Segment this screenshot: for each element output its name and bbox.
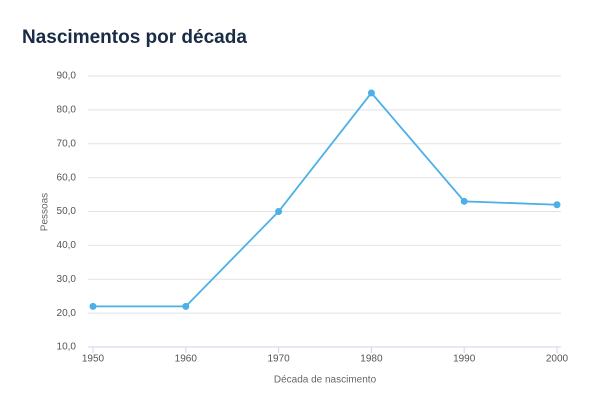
y-tick-label: 10,0: [57, 342, 77, 353]
y-tick-label: 80,0: [57, 105, 77, 116]
y-tick-label: 50,0: [57, 206, 77, 217]
x-tick-label: 1970: [267, 354, 290, 365]
x-tick-label: 2000: [546, 354, 569, 365]
point: [182, 302, 190, 310]
y-tick-label: 40,0: [57, 240, 77, 251]
x-tick-label: 1960: [175, 354, 198, 365]
x-tick-label: 1990: [453, 354, 476, 365]
y-axis-title: Pessoas: [40, 193, 51, 231]
point: [553, 201, 561, 209]
line: [93, 91, 558, 308]
y-tick-label: 30,0: [57, 274, 77, 285]
x-tick-label: 1950: [82, 354, 105, 365]
y-tick-label: 90,0: [57, 71, 77, 82]
y-tick-label: 60,0: [57, 172, 77, 183]
chart-title: Nascimentos por década: [22, 27, 247, 48]
y-tick-label: 20,0: [57, 308, 77, 319]
x-axis-title: Década de nascimento: [274, 375, 377, 386]
point: [275, 208, 283, 215]
x-tick-label: 1980: [360, 354, 383, 365]
point: [460, 197, 468, 205]
point: [367, 89, 375, 97]
y-tick-label: 70,0: [57, 138, 77, 149]
point: [89, 302, 97, 310]
